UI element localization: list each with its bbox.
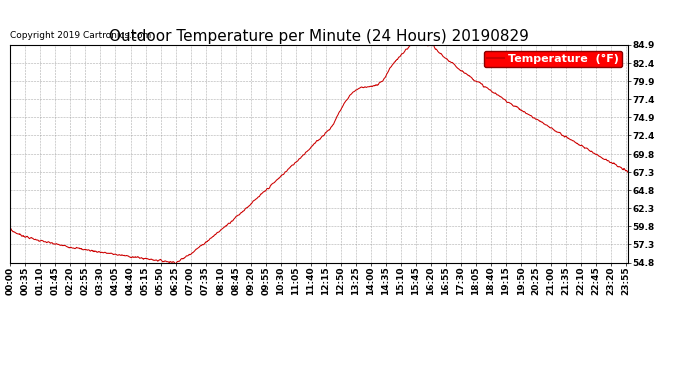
Text: Copyright 2019 Cartronics.com: Copyright 2019 Cartronics.com — [10, 31, 152, 40]
Legend: Temperature  (°F): Temperature (°F) — [484, 51, 622, 67]
Title: Outdoor Temperature per Minute (24 Hours) 20190829: Outdoor Temperature per Minute (24 Hours… — [109, 29, 529, 44]
